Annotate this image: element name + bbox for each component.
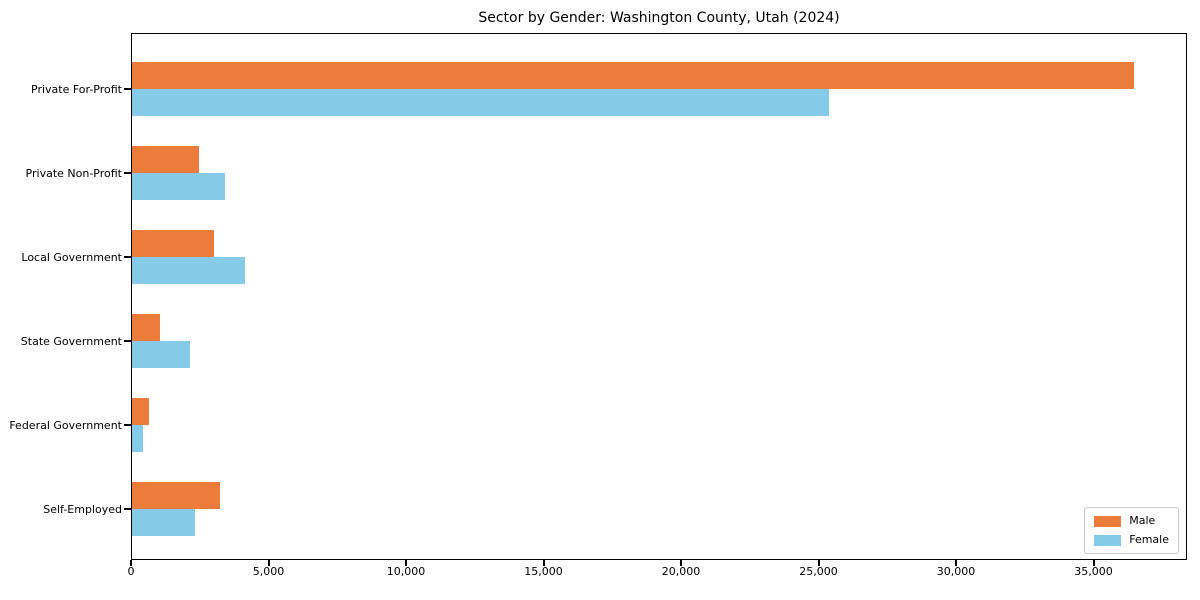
bar-male-4 bbox=[132, 397, 150, 425]
plot-area: Male Female bbox=[131, 33, 1187, 560]
legend-swatch-female bbox=[1094, 534, 1122, 546]
y-tick-mark-0 bbox=[124, 88, 131, 90]
y-tick-mark-4 bbox=[124, 424, 131, 426]
y-axis-label-0: Private For-Profit bbox=[31, 83, 122, 96]
bar-male-0 bbox=[132, 61, 1134, 89]
y-tick-mark-2 bbox=[124, 256, 131, 258]
x-tick-mark-1 bbox=[267, 560, 270, 566]
legend-item-male: Male bbox=[1094, 515, 1169, 527]
x-axis-tick-label-6: 30,000 bbox=[936, 565, 976, 578]
x-tick-mark-2 bbox=[405, 560, 407, 566]
x-tick-mark-4 bbox=[680, 560, 682, 566]
x-axis-tick-label-1: 5,000 bbox=[252, 565, 285, 578]
bar-female-2 bbox=[132, 256, 245, 284]
legend: Male Female bbox=[1084, 507, 1179, 554]
x-axis-tick-label-2: 10,000 bbox=[386, 565, 426, 578]
legend-swatch-male bbox=[1094, 515, 1122, 527]
y-tick-mark-5 bbox=[124, 508, 131, 510]
bar-female-4 bbox=[132, 424, 143, 452]
x-tick-mark-0 bbox=[130, 560, 132, 566]
x-tick-mark-6 bbox=[955, 560, 957, 566]
y-tick-mark-1 bbox=[124, 172, 131, 174]
x-tick-mark-5 bbox=[817, 560, 820, 566]
y-axis-label-2: Local Government bbox=[21, 251, 122, 264]
bar-male-3 bbox=[132, 313, 161, 341]
x-axis-tick-label-0: 0 bbox=[127, 565, 135, 578]
y-axis-label-4: Federal Government bbox=[9, 419, 122, 432]
y-axis-label-5: Self-Employed bbox=[43, 503, 122, 516]
legend-item-female: Female bbox=[1094, 534, 1169, 546]
legend-label-female: Female bbox=[1129, 533, 1169, 546]
x-axis-tick-label-7: 35,000 bbox=[1074, 565, 1113, 578]
bar-male-5 bbox=[132, 481, 220, 509]
x-axis-tick-label-4: 20,000 bbox=[661, 565, 701, 578]
bar-female-5 bbox=[132, 508, 196, 536]
y-tick-mark-3 bbox=[124, 340, 131, 342]
bar-male-2 bbox=[132, 229, 215, 257]
x-tick-mark-7 bbox=[1092, 560, 1095, 566]
bar-male-1 bbox=[132, 145, 200, 173]
x-axis-tick-label-5: 25,000 bbox=[799, 565, 838, 578]
chart-title: Sector by Gender: Washington County, Uta… bbox=[478, 10, 840, 26]
bar-female-0 bbox=[132, 88, 830, 116]
y-axis-label-1: Private Non-Profit bbox=[25, 167, 122, 180]
bar-female-3 bbox=[132, 340, 191, 368]
y-axis-label-3: State Government bbox=[20, 335, 122, 348]
x-axis-tick-label-3: 15,000 bbox=[524, 565, 563, 578]
legend-label-male: Male bbox=[1129, 514, 1156, 527]
bar-female-1 bbox=[132, 172, 226, 200]
x-tick-mark-3 bbox=[542, 560, 545, 566]
